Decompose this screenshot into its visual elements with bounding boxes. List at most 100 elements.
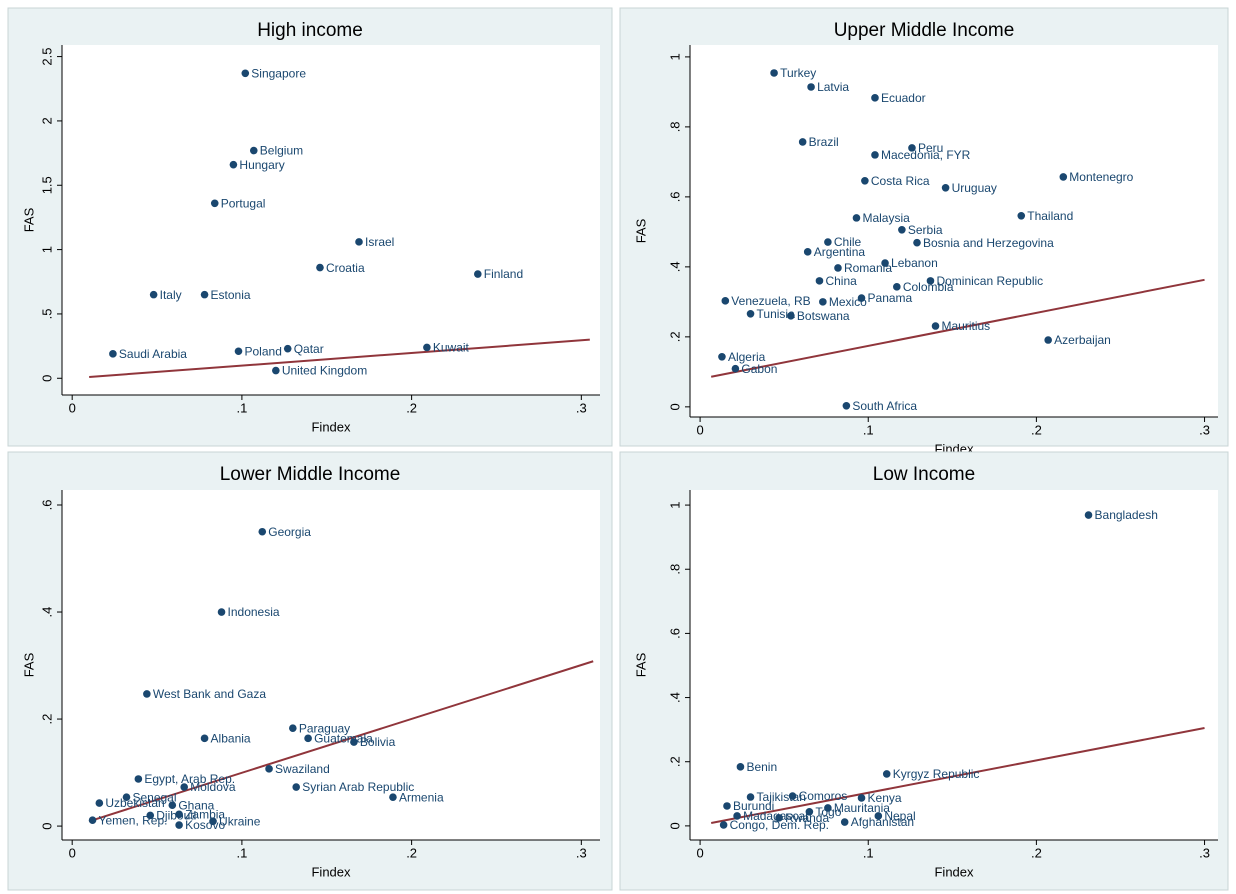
point-label: Djibouti (156, 809, 196, 823)
point-label: Peru (918, 141, 943, 155)
y-tick-label: .5 (39, 309, 54, 320)
point-label: Bosnia and Herzegovina (923, 236, 1054, 250)
data-point (857, 294, 866, 302)
point-label: Macedonia, FYR (881, 148, 971, 162)
point-label: Singapore (251, 66, 306, 80)
point-label: Argentina (814, 245, 866, 259)
data-point (840, 818, 849, 826)
point-label: Qatar (294, 342, 324, 356)
data-point (733, 812, 741, 820)
x-tick-label: .2 (406, 400, 417, 415)
data-point (175, 821, 183, 829)
data-point (143, 690, 151, 698)
data-point (798, 138, 807, 146)
y-tick-label: .8 (667, 121, 682, 132)
data-point (746, 793, 755, 801)
data-point (289, 724, 297, 732)
point-label: Bolivia (360, 735, 396, 749)
y-tick-label: .6 (39, 500, 54, 511)
point-label: Ecuador (881, 91, 926, 105)
point-label: Israel (365, 235, 394, 249)
data-point (941, 183, 950, 192)
point-label: West Bank and Gaza (153, 687, 266, 701)
point-label: Zambia (185, 807, 225, 821)
data-point (175, 810, 183, 819)
data-point (292, 783, 301, 791)
point-label: Latvia (817, 80, 849, 94)
point-label: Chile (834, 235, 862, 249)
x-tick-label: 0 (69, 845, 76, 860)
data-point (210, 199, 219, 208)
y-tick-label: .6 (667, 191, 682, 202)
data-point (474, 270, 482, 278)
point-label: Uruguay (952, 181, 997, 195)
x-tick-label: .1 (863, 422, 874, 437)
x-tick-label: .2 (1031, 422, 1042, 437)
data-point (95, 799, 104, 807)
point-label: Saudi Arabia (119, 347, 187, 361)
data-point (719, 821, 728, 829)
y-tick-label: .4 (667, 692, 682, 703)
data-point (1084, 511, 1093, 519)
point-label: Bangladesh (1095, 508, 1158, 522)
y-axis-label: FAS (21, 207, 36, 232)
data-point (134, 775, 143, 783)
point-label: Algeria (728, 350, 766, 364)
data-point (1059, 173, 1068, 181)
data-point (122, 793, 131, 801)
data-point (423, 343, 431, 352)
data-point (200, 290, 209, 299)
point-label: Senegal (132, 790, 176, 804)
point-label: Moldova (190, 780, 236, 794)
panel-title: Low Income (873, 464, 975, 485)
fit-line (710, 278, 1205, 378)
data-point (355, 238, 363, 246)
point-label: Paraguay (299, 721, 350, 735)
point-label: Mauritania (834, 801, 890, 815)
fit-line (710, 727, 1205, 824)
point-label: United Kingdom (282, 364, 367, 378)
point-label: Thailand (1027, 209, 1073, 223)
y-axis-label: FAS (21, 652, 36, 677)
point-label: Lebanon (891, 256, 938, 270)
y-tick-label: .8 (667, 564, 682, 575)
x-tick-label: .1 (863, 845, 874, 860)
data-point (258, 527, 267, 536)
data-point (874, 812, 883, 820)
data-point (304, 734, 312, 743)
point-label: Brazil (809, 135, 839, 149)
point-label: Kyrgyz Republic (893, 767, 980, 781)
plot-area (690, 45, 1218, 417)
point-label: Dominican Republic (936, 274, 1043, 288)
data-point (217, 608, 226, 616)
point-label: Panama (868, 291, 913, 305)
data-point (241, 69, 250, 78)
data-point (168, 801, 177, 810)
point-label: Venezuela, RB (731, 294, 810, 308)
point-label: Costa Rica (871, 174, 930, 188)
y-tick-label: .6 (667, 628, 682, 639)
data-point (908, 144, 916, 152)
data-point (1017, 211, 1026, 220)
data-point (931, 322, 940, 330)
data-point (807, 83, 815, 91)
x-tick-label: .3 (576, 400, 587, 415)
point-label: Kuwait (433, 341, 470, 355)
data-point (775, 814, 783, 822)
y-tick-label: .2 (39, 714, 54, 725)
data-point (871, 94, 879, 102)
point-label: Malaysia (862, 211, 910, 225)
data-point (819, 298, 827, 306)
point-label: China (825, 274, 857, 288)
point-label: Tunisia (757, 307, 796, 321)
data-point (881, 259, 889, 267)
data-point (852, 214, 861, 222)
data-point (803, 248, 812, 256)
data-point (109, 350, 117, 358)
y-tick-label: .4 (667, 261, 682, 272)
data-point (234, 347, 243, 356)
y-tick-label: 2 (39, 117, 54, 124)
point-label: Egypt, Arab Rep. (144, 772, 235, 786)
